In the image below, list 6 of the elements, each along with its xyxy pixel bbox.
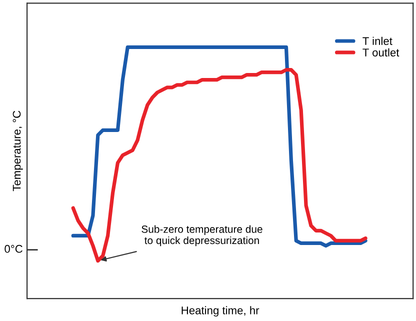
text: 0°C <box>4 244 22 253</box>
legend-label: T outlet <box>362 48 400 56</box>
annotation: Sub-zero temperature due to quick depressurization <box>142 225 262 246</box>
legend-label: T inlet <box>362 36 392 45</box>
y-axis-title: Temperature, °C <box>12 110 23 192</box>
x-axis-title: Heating time, hr <box>182 306 260 317</box>
